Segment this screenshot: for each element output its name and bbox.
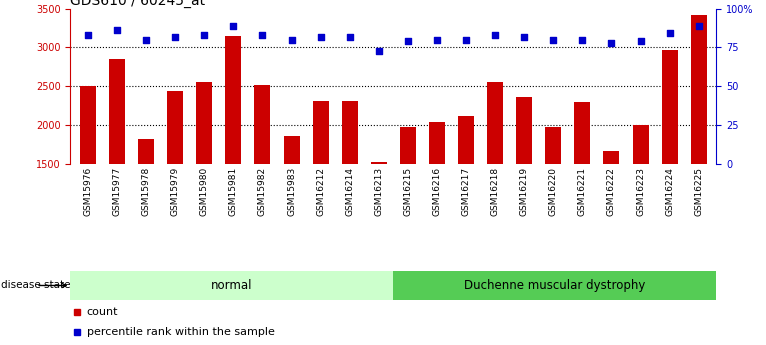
Point [257, 32, 269, 38]
Bar [394, 271, 716, 300]
Bar [70, 271, 394, 300]
Text: GSM15980: GSM15980 [200, 167, 209, 216]
Bar [633, 125, 649, 164]
Text: GSM15979: GSM15979 [171, 167, 180, 216]
Point [401, 38, 414, 44]
Bar [400, 127, 416, 164]
Text: GSM15978: GSM15978 [142, 167, 151, 216]
Point [576, 37, 588, 42]
Text: GSM16212: GSM16212 [316, 167, 325, 216]
Bar [429, 122, 445, 164]
Point [82, 32, 94, 38]
Text: normal: normal [211, 279, 253, 292]
Point [634, 38, 647, 44]
Bar [487, 81, 503, 164]
Text: GSM16219: GSM16219 [520, 167, 529, 216]
Text: GSM16213: GSM16213 [375, 167, 383, 216]
Text: GSM15982: GSM15982 [258, 167, 267, 216]
Point [198, 32, 211, 38]
Text: GSM15981: GSM15981 [229, 167, 238, 216]
Point [169, 34, 182, 39]
Bar [138, 139, 154, 164]
Text: GSM15983: GSM15983 [287, 167, 296, 216]
Point [315, 34, 327, 39]
Text: GSM16224: GSM16224 [665, 167, 674, 216]
Bar [516, 97, 532, 164]
Text: count: count [87, 307, 118, 317]
Point [286, 37, 298, 42]
Point [344, 34, 356, 39]
Bar [604, 151, 620, 164]
Point [547, 37, 559, 42]
Point [518, 34, 530, 39]
Point [663, 31, 676, 36]
Text: GSM15976: GSM15976 [83, 167, 93, 216]
Text: GDS610 / 60245_at: GDS610 / 60245_at [70, 0, 205, 8]
Text: GSM16222: GSM16222 [607, 167, 616, 216]
Bar [225, 36, 241, 164]
Text: GSM16215: GSM16215 [404, 167, 412, 216]
Bar [458, 116, 474, 164]
Text: GSM16218: GSM16218 [491, 167, 499, 216]
Bar [254, 85, 270, 164]
Text: GSM16223: GSM16223 [636, 167, 645, 216]
Point [430, 37, 443, 42]
Bar [313, 101, 329, 164]
Point [228, 23, 240, 28]
Text: Duchenne muscular dystrophy: Duchenne muscular dystrophy [464, 279, 646, 292]
Bar [109, 59, 125, 164]
Bar [371, 161, 387, 164]
Bar [691, 15, 707, 164]
Text: disease state: disease state [2, 280, 71, 290]
Bar [167, 91, 183, 164]
Point [489, 32, 501, 38]
Point [111, 28, 123, 33]
Bar [80, 86, 96, 164]
Text: GSM16220: GSM16220 [548, 167, 558, 216]
Text: percentile rank within the sample: percentile rank within the sample [87, 327, 274, 337]
Text: GSM16216: GSM16216 [433, 167, 441, 216]
Point [140, 37, 152, 42]
Bar [196, 81, 212, 164]
Point [373, 48, 385, 53]
Text: GSM16225: GSM16225 [694, 167, 703, 216]
Text: GSM15977: GSM15977 [113, 167, 122, 216]
Bar [545, 127, 561, 164]
Bar [342, 101, 358, 164]
Text: GSM16221: GSM16221 [578, 167, 587, 216]
Text: GSM16217: GSM16217 [462, 167, 470, 216]
Bar [283, 136, 300, 164]
Bar [662, 50, 678, 164]
Point [605, 40, 617, 46]
Point [460, 37, 472, 42]
Point [692, 23, 705, 28]
Text: GSM16214: GSM16214 [345, 167, 354, 216]
Bar [574, 102, 591, 164]
